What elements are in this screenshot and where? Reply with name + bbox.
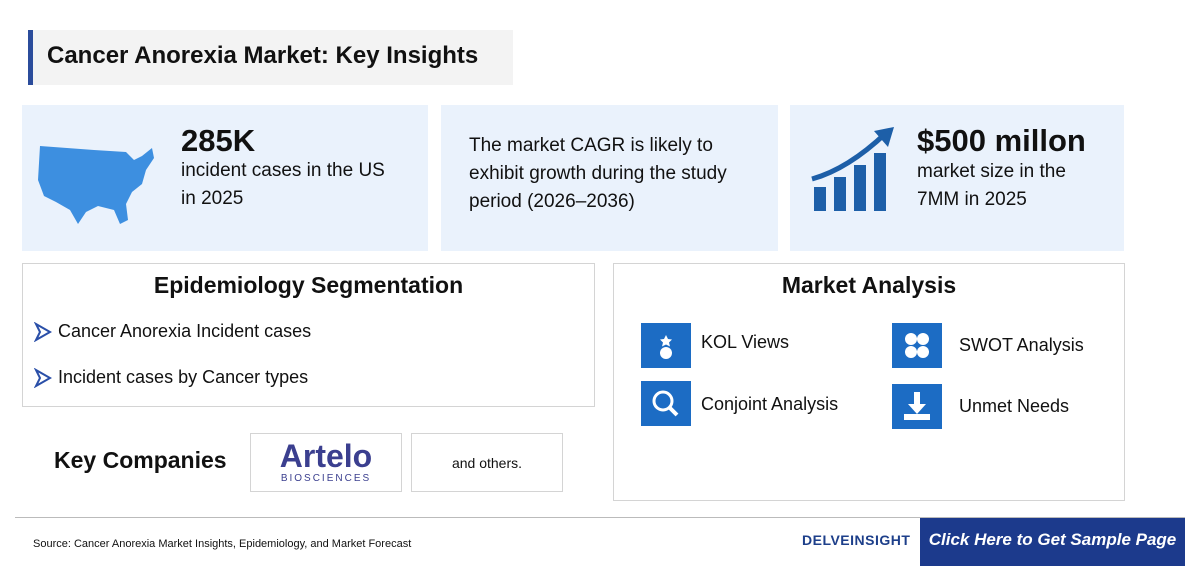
kol-icon [641, 323, 691, 368]
sample-button[interactable]: Click Here to Get Sample Page [920, 518, 1185, 566]
analysis-item: SWOT Analysis [959, 335, 1084, 355]
growth-icon [811, 127, 894, 211]
us-map-icon [38, 146, 154, 224]
divider [15, 517, 1185, 518]
stat-text: period (2026–2036) [469, 191, 635, 212]
stat-card: $500 millon market size in the 7MM in 20… [790, 105, 1124, 251]
arrow-icon [34, 322, 52, 342]
list-item: Incident cases by Cancer types [58, 367, 309, 387]
stat-text: in 2025 [181, 188, 244, 209]
others-text: and others. [451, 455, 523, 471]
analysis-item: KOL Views [701, 332, 790, 352]
conjoint-icon [641, 381, 691, 426]
arrow-icon [34, 368, 52, 388]
stat-text: exhibit growth during the study [469, 163, 727, 184]
analysis-item: Unmet Needs [959, 396, 1070, 416]
button-label[interactable]: Click Here to Get Sample Page [928, 530, 1177, 549]
stat-text: incident cases in the US [181, 160, 385, 181]
list-item: Cancer Anorexia Incident cases [58, 321, 312, 341]
analysis-item: Conjoint Analysis [701, 394, 839, 414]
stat-card: The market CAGR is likely to exhibit gro… [441, 105, 778, 251]
logo-tagline: BIOSCIENCES [280, 473, 372, 484]
section-title: Epidemiology Segmentation [153, 272, 464, 298]
source: Source: Cancer Anorexia Market Insights,… [33, 538, 412, 550]
logo-name: Artelo [279, 438, 373, 474]
stat-value: $500 millon [917, 123, 1086, 158]
needs-icon [892, 384, 942, 429]
company-logo: Artelo BIOSCIENCES [250, 433, 402, 492]
swot-icon [892, 323, 942, 368]
stat-text: 7MM in 2025 [917, 189, 1027, 210]
brand-logo: DELVEINSIGHT [802, 532, 911, 548]
others-box: and others. [411, 433, 563, 492]
title-box: Cancer Anorexia Market: Key Insights [28, 30, 513, 85]
epidemiology-box: Epidemiology Segmentation Cancer Anorexi… [22, 263, 595, 407]
section-title: Market Analysis [781, 272, 957, 298]
stat-card: 285K incident cases in the US in 2025 [22, 105, 428, 251]
stat-text: market size in the [917, 161, 1066, 182]
stat-value: 285K [181, 123, 256, 158]
title: Cancer Anorexia Market: Key Insights [47, 42, 479, 69]
key-companies-label: Key Companies [54, 447, 227, 473]
stat-text: The market CAGR is likely to [469, 135, 713, 156]
market-analysis-box: Market Analysis KOL Views SWOT Analysis … [613, 263, 1125, 501]
